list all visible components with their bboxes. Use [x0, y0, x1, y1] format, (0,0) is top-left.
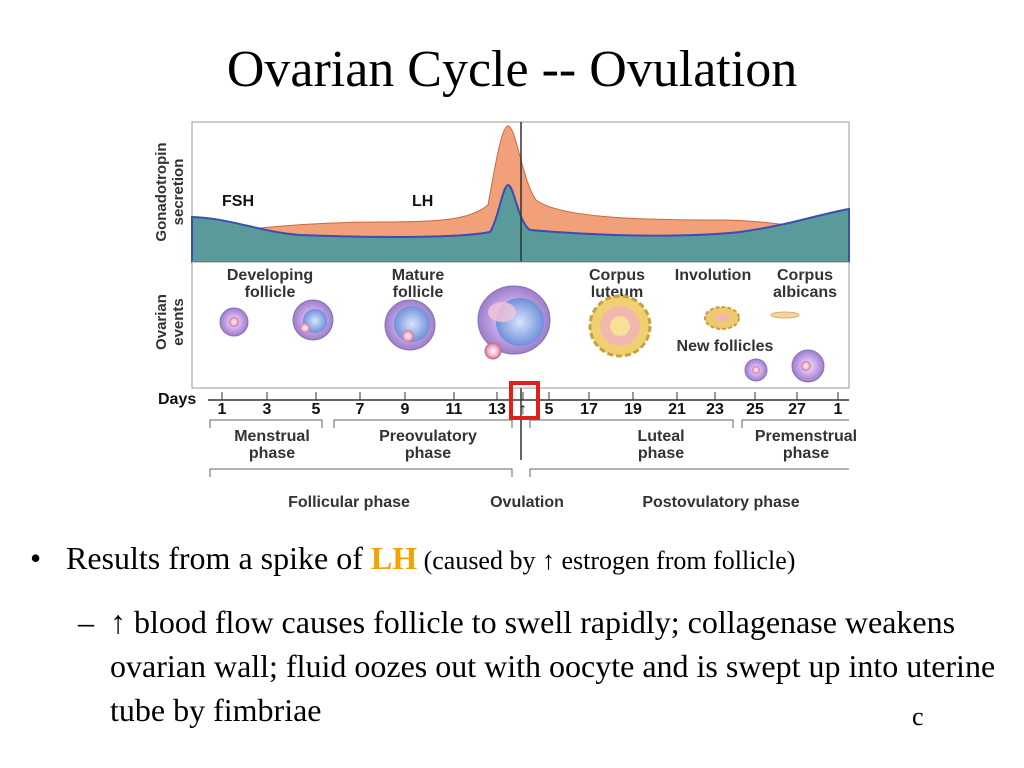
- premenstrual-phase-label: phase: [783, 445, 829, 462]
- bullet-lh-highlight: LH: [370, 540, 418, 576]
- luteal-bracket: [529, 419, 734, 428]
- day-label: 23: [706, 401, 724, 418]
- corpus-luteum: [588, 294, 652, 358]
- luteum-label: luteum: [591, 284, 643, 301]
- preovulatory-bracket: [333, 419, 513, 428]
- days-label: Days: [158, 391, 196, 408]
- day-label: 1: [218, 401, 227, 418]
- corpus-label-2: Corpus: [777, 267, 833, 284]
- developing-follicle-large: [292, 299, 334, 341]
- day-label: 17: [580, 401, 598, 418]
- ovulating-follicle: [477, 285, 551, 360]
- new-follicle-1: [744, 358, 768, 382]
- preovulatory-phase-label: phase: [405, 445, 451, 462]
- follicle-label-2: follicle: [393, 284, 444, 301]
- day-label: 1: [834, 401, 843, 418]
- preovulatory-label: Preovulatory: [379, 428, 477, 445]
- albicans-label: albicans: [773, 284, 837, 301]
- follicle-label-1: follicle: [245, 284, 296, 301]
- ovarian-label: Ovarian: [153, 294, 170, 350]
- postovulatory-phase-label: Postovulatory phase: [642, 494, 799, 511]
- day-label: 25: [746, 401, 764, 418]
- day-label: 13: [488, 401, 506, 418]
- day-label: 11: [446, 401, 463, 418]
- day-label: 21: [668, 401, 686, 418]
- involution-body: [704, 306, 740, 330]
- postovulatory-bracket: [529, 468, 849, 477]
- developing-follicle-small: [219, 307, 249, 337]
- developing-label: Developing: [227, 267, 313, 284]
- day-label: 3: [263, 401, 272, 418]
- bullet-prefix: Results from a spike of: [66, 540, 371, 576]
- day-label: ↑: [519, 401, 527, 418]
- menstrual-label: Menstrual: [234, 428, 310, 445]
- mature-label: Mature: [392, 267, 445, 284]
- luteal-label: Luteal: [637, 428, 684, 445]
- events-label: events: [170, 298, 187, 346]
- day-label: 19: [624, 401, 642, 418]
- main-bullet: • Results from a spike of LH (caused by ↑…: [30, 540, 795, 577]
- ovulation-highlight-box: [509, 381, 540, 420]
- secretion-label: secretion: [170, 159, 187, 226]
- sub-bullet-dash: –: [78, 604, 94, 640]
- corpus-albicans: [770, 311, 800, 319]
- new-follicle-2: [791, 349, 825, 383]
- menstrual-phase-label: phase: [249, 445, 295, 462]
- day-ticks: 1 3 5 7 9 11 13 ↑ 5 17 19 21 23 25 27 1: [218, 392, 843, 418]
- fsh-label: FSH: [222, 193, 254, 210]
- sub-bullet-text: ↑ blood flow causes follicle to swell ra…: [110, 604, 996, 728]
- slide-number: c: [912, 702, 924, 731]
- day-label: 27: [788, 401, 806, 418]
- sub-bullet: – ↑ blood flow causes follicle to swell …: [78, 600, 1008, 732]
- ovulation-label: Ovulation: [490, 494, 564, 511]
- premenstrual-label: Premenstrual: [755, 428, 857, 445]
- follicular-phase-label: Follicular phase: [288, 494, 410, 511]
- day-label: 5: [312, 401, 321, 418]
- new-follicles-label: New follicles: [677, 338, 774, 355]
- follicular-bracket: [209, 468, 513, 477]
- premenstrual-bracket: [741, 419, 849, 428]
- ovarian-cycle-diagram: Gonadotropin secretion Ovarian events FS…: [153, 121, 857, 511]
- day-label: 9: [401, 401, 410, 418]
- menstrual-bracket: [209, 419, 323, 428]
- luteal-phase-label: phase: [638, 445, 684, 462]
- day-label: 5: [545, 401, 554, 418]
- slide-title: Ovarian Cycle -- Ovulation: [226, 41, 798, 98]
- gonadotropin-label: Gonadotropin: [153, 142, 170, 241]
- day-label: 7: [356, 401, 365, 418]
- mature-follicle: [384, 299, 436, 351]
- involution-label: Involution: [675, 267, 751, 284]
- bullet-note: (caused by ↑ estrogen from follicle): [417, 546, 796, 575]
- corpus-label-1: Corpus: [589, 267, 645, 284]
- lh-label: LH: [412, 193, 433, 210]
- bullet-dot: •: [30, 540, 42, 576]
